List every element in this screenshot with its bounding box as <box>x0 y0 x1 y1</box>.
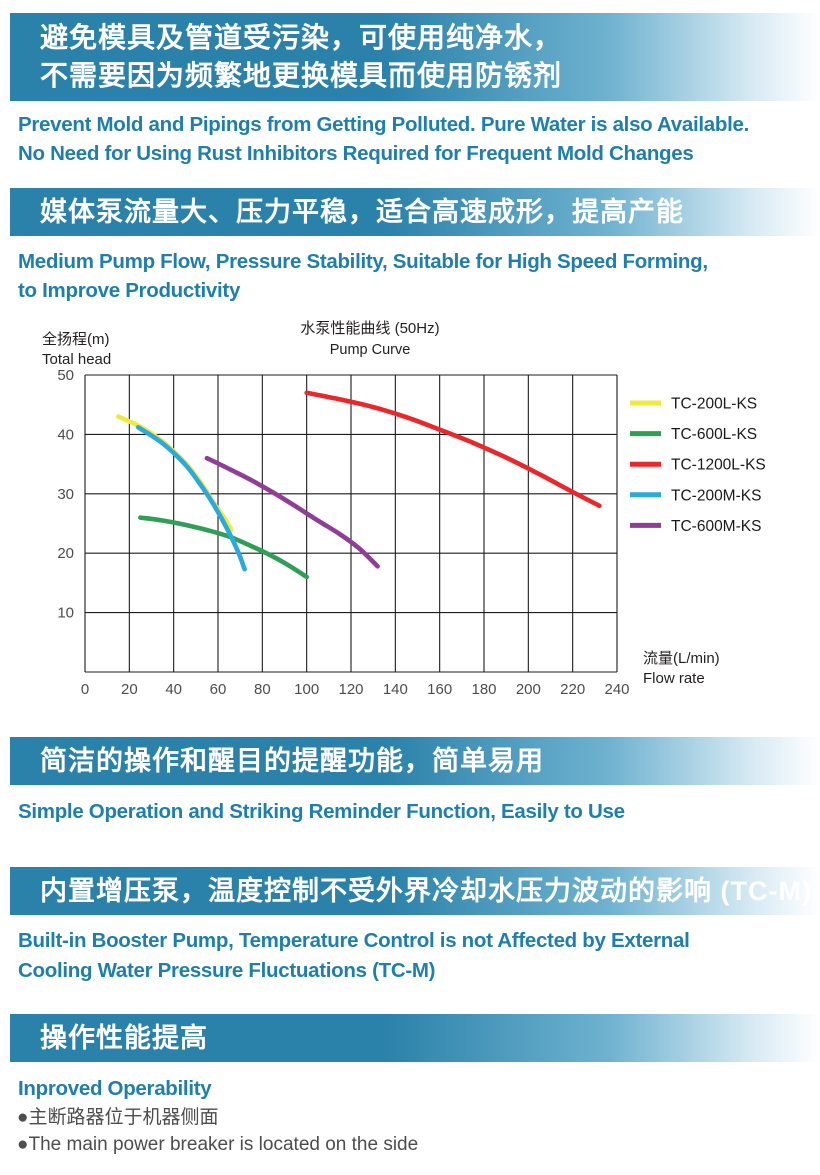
banner-text-cn: 操作性能提高 <box>40 1023 208 1053</box>
heading-line: to Improve Productivity <box>18 279 241 302</box>
legend-item-TC-600L-KS: TC-600L-KS <box>630 426 757 443</box>
legend-label: TC-600L-KS <box>671 426 757 443</box>
legend-item-TC-200M-KS: TC-200M-KS <box>630 487 761 504</box>
banner-text-cn: 媒体泵流量大、压力平稳，适合高速成形，提高产能 <box>40 197 684 227</box>
svg-text:200: 200 <box>516 681 541 698</box>
feature-heading-en: Prevent Mold and Pipings from Getting Po… <box>18 110 749 168</box>
svg-text:10: 10 <box>57 605 74 622</box>
y-axis-tick-labels: 10 20 30 40 50 <box>57 367 74 622</box>
series-curve-TC-200M-KS <box>135 425 247 572</box>
feature-banner-booster-pump: 内置增压泵，温度控制不受外界冷却水压力波动的影响 (TC-M) <box>10 867 820 915</box>
svg-text:220: 220 <box>560 681 585 698</box>
svg-text:240: 240 <box>604 681 629 698</box>
svg-text:40: 40 <box>57 426 74 443</box>
x-axis-label-cn: 流量(L/min) <box>643 650 720 667</box>
svg-text:20: 20 <box>121 681 138 698</box>
legend-item-TC-1200L-KS: TC-1200L-KS <box>630 457 766 474</box>
series-curve-TC-1200L-KS <box>304 390 602 508</box>
chart-title-cn: 水泵性能曲线 (50Hz) <box>300 320 439 337</box>
banner-text-cn: 避免模具及管道受污染，可使用纯净水， <box>40 22 563 53</box>
heading-line: Simple Operation and Striking Reminder F… <box>18 800 625 823</box>
bullet-item-cn: ●主断路器位于机器侧面 <box>17 1107 219 1128</box>
banner-text-cn: 内置增压泵，温度控制不受外界冷却水压力波动的影响 (TC-M) <box>40 876 812 906</box>
chart-grid <box>84 374 618 673</box>
feature-heading-en: Built-in Booster Pump, Temperature Contr… <box>18 926 690 986</box>
heading-line: Inproved Operability <box>18 1077 212 1100</box>
x-axis-tick-labels: 0 20 40 60 80 100 120 140 160 180 200 220 240 <box>81 681 630 698</box>
heading-line: Medium Pump Flow, Pressure Stability, Su… <box>18 250 708 273</box>
svg-text:140: 140 <box>383 681 408 698</box>
series-curve-TC-600M-KS <box>204 455 380 569</box>
x-axis-label-en: Flow rate <box>643 670 705 687</box>
svg-text:30: 30 <box>57 486 74 503</box>
svg-text:20: 20 <box>57 545 74 562</box>
legend-label: TC-200L-KS <box>671 396 757 413</box>
pump-curve-chart: 0 20 40 60 80 100 120 140 160 180 200 220 240 10 20 30 4… <box>42 320 766 698</box>
feature-heading-en: Medium Pump Flow, Pressure Stability, Su… <box>18 247 708 305</box>
svg-text:40: 40 <box>165 681 182 698</box>
svg-text:160: 160 <box>427 681 452 698</box>
banner-text-cn: 不需要因为频繁地更换模具而使用防锈剂 <box>40 60 563 91</box>
svg-text:100: 100 <box>294 681 319 698</box>
chart-title-en: Pump Curve <box>330 342 411 358</box>
svg-text:120: 120 <box>338 681 363 698</box>
feature-heading-en: Inproved Operability <box>18 1074 212 1103</box>
legend-label: TC-1200L-KS <box>671 457 766 474</box>
feature-banner-operation: 简洁的操作和醒目的提醒功能，简单易用 <box>10 737 820 785</box>
heading-line: Cooling Water Pressure Fluctuations (TC-… <box>18 959 436 982</box>
chart-legend: TC-200L-KS TC-600L-KS TC-1200L-KS TC-200M-K… <box>630 396 766 535</box>
banner-text-cn: 简洁的操作和醒目的提醒功能，简单易用 <box>40 746 544 776</box>
heading-line: Prevent Mold and Pipings from Getting Po… <box>18 113 749 136</box>
heading-line: No Need for Using Rust Inhibitors Requir… <box>18 142 694 165</box>
svg-text:60: 60 <box>210 681 227 698</box>
bullet-item-en: ●The main power breaker is located on th… <box>17 1134 419 1155</box>
feature-bullet-list: ●主断路器位于机器侧面 ●The main power breaker is l… <box>17 1104 418 1158</box>
feature-banner-operability: 操作性能提高 <box>10 1014 820 1062</box>
legend-item-TC-600M-KS: TC-600M-KS <box>630 518 761 535</box>
legend-label: TC-600M-KS <box>671 518 761 535</box>
y-axis-label-en: Total head <box>42 351 111 368</box>
svg-text:0: 0 <box>81 681 89 698</box>
y-axis-label-cn: 全扬程(m) <box>42 330 110 348</box>
svg-text:50: 50 <box>57 367 74 384</box>
heading-line: Built-in Booster Pump, Temperature Contr… <box>18 929 690 952</box>
feature-banner-pump-flow: 媒体泵流量大、压力平稳，适合高速成形，提高产能 <box>10 188 820 236</box>
svg-text:180: 180 <box>471 681 496 698</box>
series-curve-TC-200L-KS <box>116 414 234 532</box>
legend-label: TC-200M-KS <box>671 487 761 504</box>
feature-banner-pure-water: 避免模具及管道受污染，可使用纯净水， 不需要因为频繁地更换模具而使用防锈剂 <box>10 13 820 101</box>
feature-heading-en: Simple Operation and Striking Reminder F… <box>18 797 625 826</box>
legend-item-TC-200L-KS: TC-200L-KS <box>630 396 757 413</box>
svg-text:80: 80 <box>254 681 271 698</box>
